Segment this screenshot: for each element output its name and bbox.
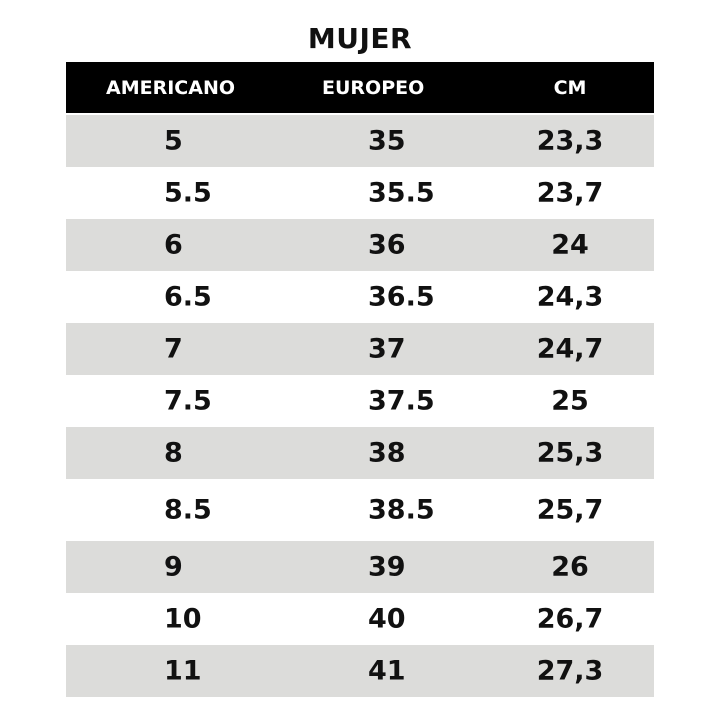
cell-cm: 26	[551, 551, 589, 583]
cell-americano: 5	[164, 125, 183, 157]
cell-americano: 7	[164, 333, 183, 365]
table-row: 6.5 36.5 24,3	[66, 271, 654, 323]
cell-europeo: 38	[368, 437, 406, 469]
table-row: 8 38 25,3	[66, 427, 654, 479]
cell-americano: 6.5	[164, 281, 212, 313]
cell-americano: 5.5	[164, 177, 212, 209]
cell-americano: 11	[164, 655, 202, 687]
cell-cm: 27,3	[536, 655, 604, 687]
cell-americano: 9	[164, 551, 183, 583]
cell-cm: 23,3	[536, 125, 604, 157]
cell-europeo: 37.5	[368, 385, 435, 417]
cell-americano: 6	[164, 229, 183, 261]
cell-europeo: 41	[368, 655, 406, 687]
cell-americano: 7.5	[164, 385, 212, 417]
table-row: 9 39 26	[66, 541, 654, 593]
cell-europeo: 36.5	[368, 281, 435, 313]
table-row: 5.5 35.5 23,7	[66, 167, 654, 219]
table-body: 5 35 23,3 5.5 35.5 23,7 6 36 24 6.5 36.5 24,3 7 37 24,…	[66, 115, 654, 697]
cell-europeo: 35	[368, 125, 406, 157]
cell-cm: 26,7	[536, 603, 604, 635]
cell-americano: 10	[164, 603, 202, 635]
cell-cm: 25	[551, 385, 589, 417]
table-row: 10 40 26,7	[66, 593, 654, 645]
table-row: 7 37 24,7	[66, 323, 654, 375]
table-row: 11 41 27,3	[66, 645, 654, 697]
table-row: 6 36 24	[66, 219, 654, 271]
header-americano: AMERICANO	[106, 77, 235, 99]
cell-europeo: 39	[368, 551, 406, 583]
table-title: MUJER	[307, 22, 413, 55]
cell-europeo: 35.5	[368, 177, 435, 209]
cell-europeo: 37	[368, 333, 406, 365]
cell-europeo: 36	[368, 229, 406, 261]
table-header: AMERICANO EUROPEO CM	[66, 62, 654, 113]
cell-cm: 25,7	[536, 494, 604, 526]
cell-cm: 24	[551, 229, 589, 261]
cell-cm: 25,3	[536, 437, 604, 469]
table-row: 8.5 38.5 25,7	[66, 479, 654, 541]
cell-europeo: 40	[368, 603, 406, 635]
cell-americano: 8	[164, 437, 183, 469]
header-cm: CM	[553, 77, 587, 99]
cell-europeo: 38.5	[368, 494, 435, 526]
table-row: 5 35 23,3	[66, 115, 654, 167]
cell-cm: 24,3	[536, 281, 604, 313]
cell-americano: 8.5	[164, 494, 212, 526]
cell-cm: 23,7	[536, 177, 604, 209]
header-europeo: EUROPEO	[322, 77, 425, 99]
table-row: 7.5 37.5 25	[66, 375, 654, 427]
cell-cm: 24,7	[536, 333, 604, 365]
